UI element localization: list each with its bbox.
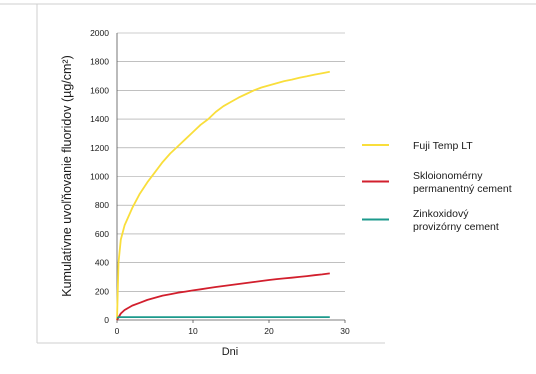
legend-label-line: Skloionomérny: [413, 170, 483, 182]
legend: Fuji Temp LT Skloionomérny permanentný cem…: [362, 140, 512, 233]
y-tick-label: 2000: [90, 28, 109, 38]
legend-label-line: permanentný cement: [413, 183, 512, 195]
legend-label-line: Zinkoxidový: [413, 208, 469, 220]
x-tick-labels: 0 10 20 30: [115, 326, 350, 336]
x-tick-label: 0: [115, 326, 120, 336]
y-tick-label: 1800: [90, 57, 109, 67]
axes: [116, 33, 346, 323]
x-axis-label: Dni: [222, 346, 239, 358]
y-tick-label: 400: [95, 258, 109, 268]
y-tick-label: 1400: [90, 114, 109, 124]
gridlines: [117, 32, 345, 292]
y-tick-label: 1000: [90, 172, 109, 182]
series-line-2: [116, 272, 330, 321]
x-tick-label: 20: [264, 326, 274, 336]
legend-label-1: Fuji Temp LT: [413, 140, 473, 152]
y-tick-label: 800: [95, 200, 109, 210]
legend-label-line: Fuji Temp LT: [413, 140, 473, 152]
y-axis-label: Kumulatívne uvoľňovanie fluoridov (µg/cm…: [60, 55, 74, 297]
y-tick-label: 200: [95, 286, 109, 296]
y-tick-label: 0: [104, 315, 109, 325]
legend-label-line: provizórny cement: [413, 221, 499, 233]
x-tick-label: 30: [340, 326, 350, 336]
x-tick-label: 10: [188, 326, 198, 336]
legend-label-2: Skloionomérny permanentný cement: [413, 170, 512, 195]
y-tick-label: 1200: [90, 143, 109, 153]
y-tick-labels: 0 200 400 600 800 1000 1200 1400 1600 1800 2000: [90, 28, 109, 325]
y-tick-label: 1600: [90, 85, 109, 95]
series-lines: [116, 70, 330, 321]
series-line-3: [116, 316, 330, 319]
series-line-1: [116, 70, 330, 321]
legend-label-3: Zinkoxidový provizórny cement: [413, 208, 499, 233]
y-tick-label: 600: [95, 229, 109, 239]
